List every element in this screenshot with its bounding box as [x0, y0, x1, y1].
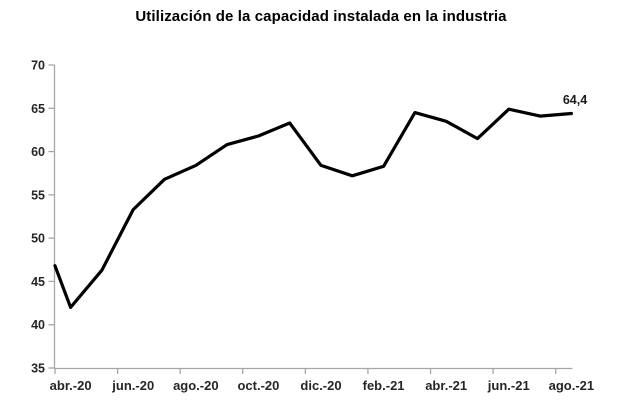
y-axis-tick-label: 55: [31, 188, 45, 202]
chart-title: Utilización de la capacidad instalada en…: [135, 8, 507, 25]
y-axis-tick-label: 50: [31, 232, 45, 246]
x-axis-tick-label: dic.-20: [300, 378, 341, 393]
y-axis-tick-label: 40: [31, 318, 45, 332]
x-axis-tick-label: oct.-20: [237, 378, 279, 393]
x-axis-tick-label: jun.-20: [111, 378, 154, 393]
y-axis-tick-label: 65: [31, 102, 45, 116]
y-axis-tick-label: 45: [31, 275, 45, 289]
data-series-line: [53, 107, 574, 309]
y-axis-tick-label: 70: [31, 59, 45, 73]
x-axis-tick-label: ago.-21: [549, 378, 595, 393]
x-axis-tick-label: ago.-20: [173, 378, 219, 393]
x-axis-tick-label: feb.-21: [363, 378, 405, 393]
x-axis-tick-label: abr.-20: [50, 378, 92, 393]
y-axis-tick-label: 60: [31, 145, 45, 159]
last-value-label: 64,4: [563, 93, 587, 107]
x-axis-tick-label: jun.-21: [487, 378, 530, 393]
x-axis-tick-label: abr.-21: [425, 378, 467, 393]
y-axis-tick-label: 35: [31, 362, 45, 376]
